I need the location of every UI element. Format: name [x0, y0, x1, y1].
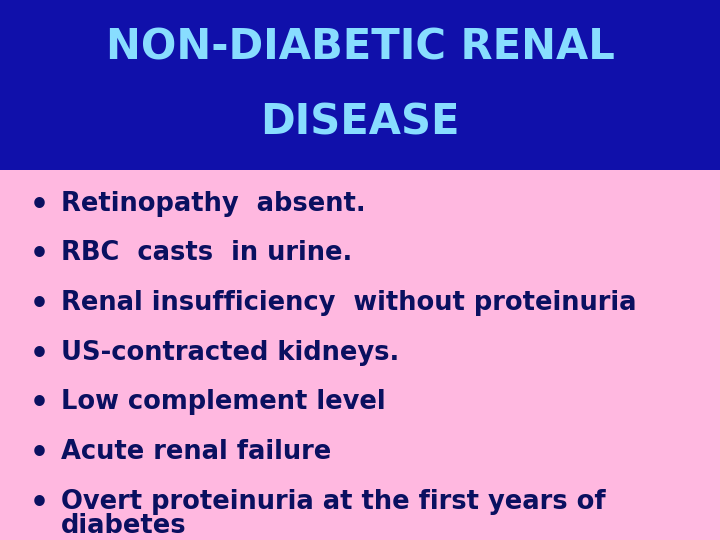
Text: •: •: [30, 340, 49, 369]
Text: RBC  casts  in urine.: RBC casts in urine.: [61, 240, 353, 266]
Text: •: •: [30, 439, 49, 468]
Text: NON-DIABETIC RENAL: NON-DIABETIC RENAL: [106, 26, 614, 69]
Text: Acute renal failure: Acute renal failure: [61, 439, 331, 465]
Text: Overt proteinuria at the first years of: Overt proteinuria at the first years of: [61, 489, 606, 515]
Text: •: •: [30, 290, 49, 319]
Text: US-contracted kidneys.: US-contracted kidneys.: [61, 340, 400, 366]
Text: Renal insufficiency  without proteinuria: Renal insufficiency without proteinuria: [61, 290, 636, 316]
Bar: [0, 0, 720, 170]
Text: DISEASE: DISEASE: [260, 102, 460, 144]
Text: •: •: [30, 489, 49, 518]
Text: diabetes: diabetes: [61, 512, 186, 538]
Text: •: •: [30, 389, 49, 418]
Text: •: •: [30, 191, 49, 220]
Text: Low complement level: Low complement level: [61, 389, 386, 415]
Text: Retinopathy  absent.: Retinopathy absent.: [61, 191, 366, 217]
Text: •: •: [30, 240, 49, 269]
